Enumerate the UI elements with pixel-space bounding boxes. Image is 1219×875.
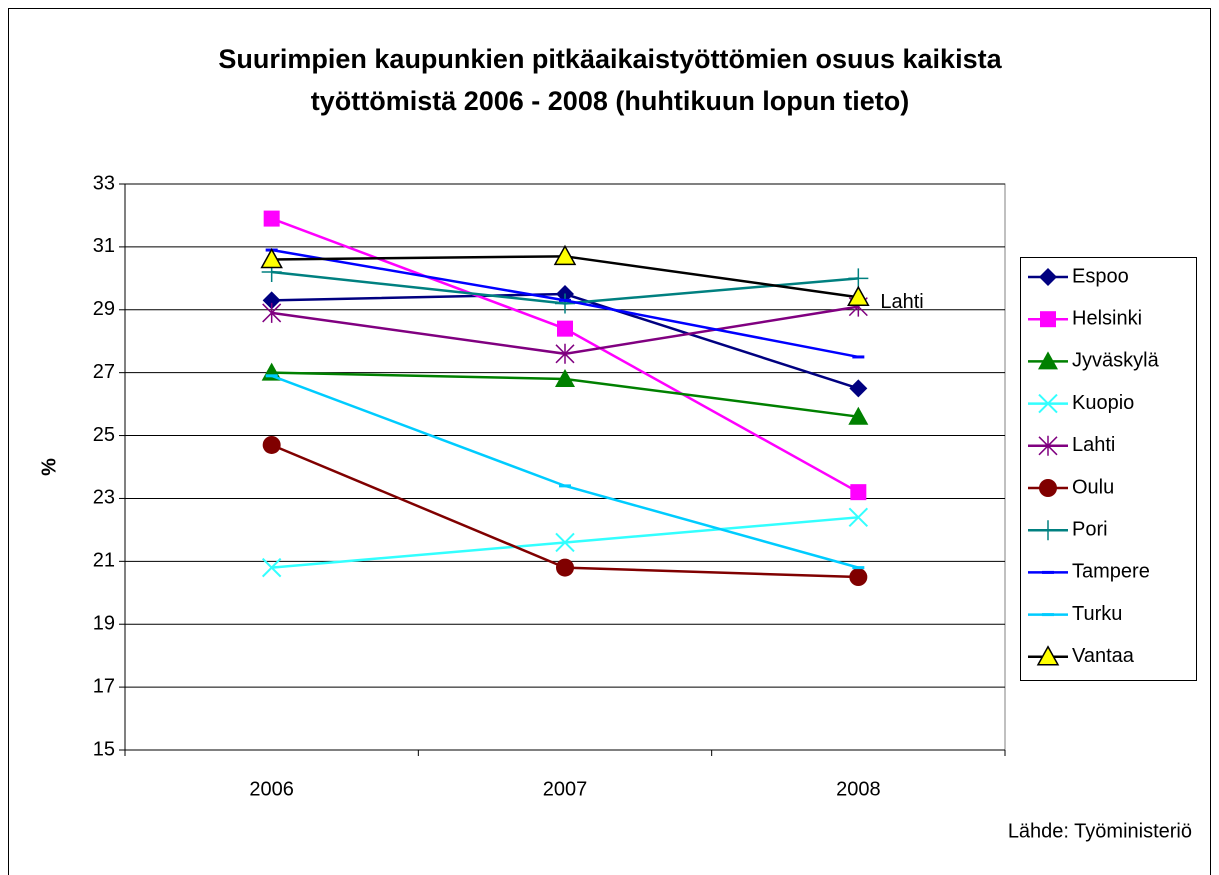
y-tick-label: 33 (93, 172, 115, 194)
legend-marker (1039, 268, 1057, 286)
marker (849, 379, 868, 398)
legend-label: Lahti (1072, 434, 1115, 456)
marker (559, 484, 571, 488)
marker (262, 435, 281, 454)
legend-marker (1038, 351, 1058, 370)
legend-marker (1042, 613, 1054, 617)
legend-label: Espoo (1072, 265, 1129, 287)
legend-label: Pori (1072, 518, 1108, 540)
legend-box (1020, 257, 1197, 681)
legend-label: Turku (1072, 603, 1122, 625)
y-tick-label: 23 (93, 487, 115, 509)
marker (559, 298, 571, 302)
series (263, 210, 867, 501)
annotation: Lahti (880, 291, 923, 313)
x-tick-label: 2007 (543, 778, 588, 800)
series (261, 262, 869, 314)
legend-marker (1038, 393, 1058, 414)
y-axis-label: % (38, 458, 60, 476)
marker (265, 374, 278, 378)
y-tick-label: 29 (93, 298, 115, 320)
legend-marker (1042, 570, 1054, 574)
y-tick-label: 19 (93, 613, 115, 635)
marker (852, 566, 865, 570)
y-tick-label: 15 (93, 738, 115, 760)
marker (262, 302, 282, 323)
marker (262, 291, 281, 310)
series (262, 296, 868, 364)
legend-marker (1040, 311, 1056, 328)
marker (850, 484, 867, 501)
legend-label: Kuopio (1072, 392, 1134, 414)
legend-label: Vantaa (1072, 645, 1135, 667)
y-tick-label: 27 (93, 361, 115, 383)
legend-marker (1038, 435, 1058, 456)
source: Lähde: Työministeriö (1008, 820, 1192, 842)
y-tick-label: 21 (93, 550, 115, 572)
marker (263, 210, 280, 227)
marker (848, 507, 869, 528)
marker (848, 406, 869, 425)
marker (849, 568, 868, 587)
plot-area (124, 183, 1006, 751)
marker (852, 355, 865, 359)
legend-label: Jyväskylä (1072, 350, 1160, 372)
series (260, 244, 870, 306)
y-tick-label: 17 (93, 675, 115, 697)
marker (556, 558, 574, 577)
marker (260, 247, 283, 269)
x-tick-label: 2006 (249, 778, 294, 800)
legend-marker (1039, 479, 1057, 497)
chart-title: työttömistä 2006 - 2008 (huhtikuun lopun… (311, 86, 910, 116)
series (261, 507, 869, 578)
marker (261, 557, 282, 578)
marker (555, 532, 575, 553)
marker (848, 268, 869, 289)
legend-label: Oulu (1072, 476, 1114, 498)
legend-label: Helsinki (1072, 307, 1142, 329)
x-tick-label: 2008 (836, 778, 881, 800)
y-tick-label: 31 (93, 235, 115, 257)
legend-label: Tampere (1072, 561, 1150, 583)
legend-marker (1038, 520, 1058, 541)
series (265, 374, 865, 570)
y-tick-label: 25 (93, 424, 115, 446)
legend-marker (1036, 645, 1060, 666)
series (262, 435, 868, 587)
chart-title: Suurimpien kaupunkien pitkäaikaistyöttöm… (218, 44, 1002, 74)
marker (555, 368, 575, 387)
marker (847, 285, 870, 306)
marker (557, 320, 573, 337)
marker (555, 293, 575, 314)
marker (553, 244, 577, 266)
marker (555, 343, 575, 364)
